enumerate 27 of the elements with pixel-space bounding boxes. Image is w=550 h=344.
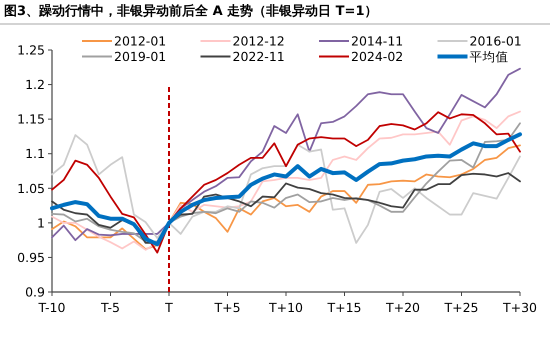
y-tick-label: 1.05 <box>17 180 45 196</box>
legend-label: 2012-12 <box>232 34 285 48</box>
legend-label: 2012-01 <box>114 34 166 48</box>
legend-label: 平均值 <box>470 49 508 64</box>
x-tick-label: T-10 <box>38 300 66 315</box>
x-tick-label: T+5 <box>213 300 241 315</box>
legend-label: 2024-02 <box>351 49 404 64</box>
y-tick-label: 1 <box>37 215 45 230</box>
y-tick-label: 0.9 <box>25 284 46 300</box>
legend-label: 2014-11 <box>351 34 404 48</box>
y-tick-label: 1.1 <box>25 146 45 162</box>
x-tick-label: T+20 <box>384 300 420 315</box>
x-tick-label: T+25 <box>443 300 479 315</box>
legend-label: 2019-01 <box>114 49 166 64</box>
legend-label: 2016-01 <box>470 34 522 48</box>
x-tick-label: T+15 <box>326 300 362 315</box>
line-series <box>51 68 521 242</box>
y-tick-label: 1.25 <box>17 42 45 58</box>
legend-label: 2022-11 <box>232 49 285 64</box>
x-tick-label: T+10 <box>268 300 304 315</box>
x-tick-label: T <box>164 300 174 315</box>
y-tick-label: 1.2 <box>25 77 45 92</box>
y-tick-label: 1.15 <box>17 112 45 127</box>
chart-title: 图3、躁动行情中，非银异动前后全 A 走势（非银异动日 T=1） <box>4 3 378 19</box>
x-tick-label: T+30 <box>502 300 538 315</box>
y-tick-label: 0.95 <box>17 250 45 265</box>
x-tick-label: T-5 <box>100 300 120 315</box>
